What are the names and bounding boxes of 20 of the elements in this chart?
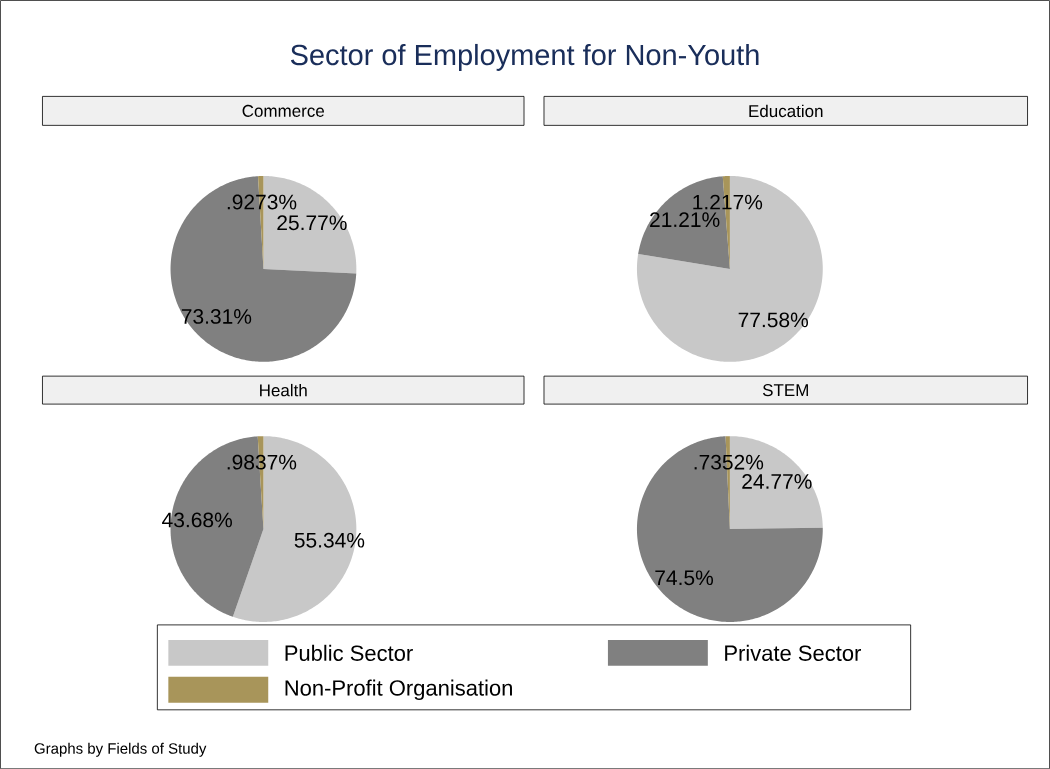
chart-title: Commerce xyxy=(242,104,324,117)
legend-label: Private Sector xyxy=(725,644,861,661)
chart-title: Health xyxy=(260,383,307,397)
text: Sector of Employment for Non-Youth xyxy=(290,43,759,71)
data-label: 74.5% xyxy=(655,570,714,586)
data-label: 1.217% xyxy=(693,194,763,210)
data-label: 55.34% xyxy=(294,532,365,548)
legend-label: Non-Profit Organisation xyxy=(285,679,512,700)
text: Graphs by Fields of Study xyxy=(34,742,207,757)
legend-label: Public Sector xyxy=(285,644,413,661)
data-label: .9273% xyxy=(227,194,297,210)
data-label: 77.58% xyxy=(738,312,809,328)
data-label: .9837% xyxy=(227,454,297,470)
data-label: 73.31% xyxy=(181,308,252,324)
data-label: 24.77% xyxy=(742,473,812,489)
data-label: 25.77% xyxy=(277,215,347,231)
data-label: 21.21% xyxy=(650,212,720,227)
chart-title: Education xyxy=(749,104,823,117)
data-label: .7352% xyxy=(694,454,764,470)
chart-title: STEM xyxy=(762,383,808,397)
